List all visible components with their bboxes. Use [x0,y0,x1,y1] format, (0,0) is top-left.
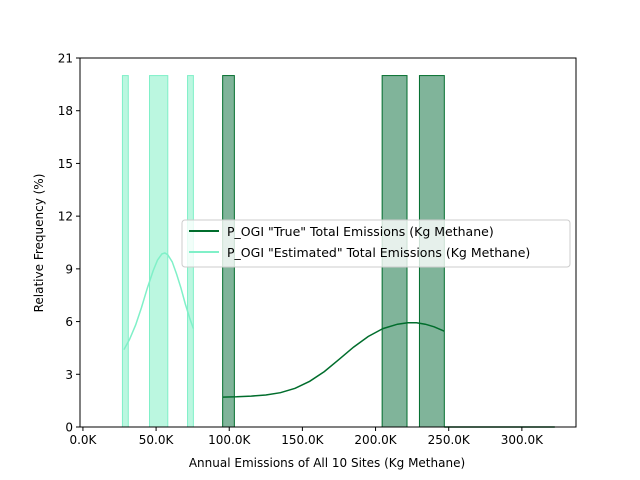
x-tick-label-6: 300.0K [501,433,544,447]
y-tick-label-3: 9 [65,262,73,276]
y-tick-label-0: 0 [65,421,73,435]
x-tick-label-5: 250.0K [428,433,471,447]
legend-box [181,219,571,268]
x-tick-label-0: 0.0K [69,433,97,447]
kde-line-estimated [123,252,195,351]
kde-line-true [222,322,445,398]
y-tick-label-1: 3 [65,368,73,382]
legend: P_OGI "True" Total Emissions (Kg Methane… [181,219,571,268]
y-tick-label-5: 15 [58,157,73,171]
y-tick-label-6: 18 [58,104,73,118]
x-tick-label-1: 50.0K [139,433,175,447]
x-axis-ticks: 0.0K 50.0K 100.0K 150.0K 200.0K 250.0K 300.0K [69,427,544,447]
x-axis-label: Annual Emissions of All 10 Sites (Kg Met… [189,456,465,470]
y-axis-ticks: 0 3 6 9 12 15 18 21 [58,52,80,435]
y-axis-label: Relative Frequency (%) [32,174,46,313]
x-tick-label-3: 150.0K [281,433,324,447]
legend-label-true: P_OGI "True" Total Emissions (Kg Methane… [227,224,494,239]
legend-label-estimated: P_OGI "Estimated" Total Emissions (Kg Me… [227,245,530,260]
y-tick-label-7: 21 [58,52,73,66]
x-tick-label-4: 200.0K [354,433,397,447]
bar-estimated-0 [121,75,129,428]
y-tick-label-4: 12 [58,210,73,224]
axes-frame [79,57,577,428]
x-tick-label-2: 100.0K [208,433,251,447]
bar-estimated-1 [148,75,169,428]
y-tick-label-2: 6 [65,315,73,329]
